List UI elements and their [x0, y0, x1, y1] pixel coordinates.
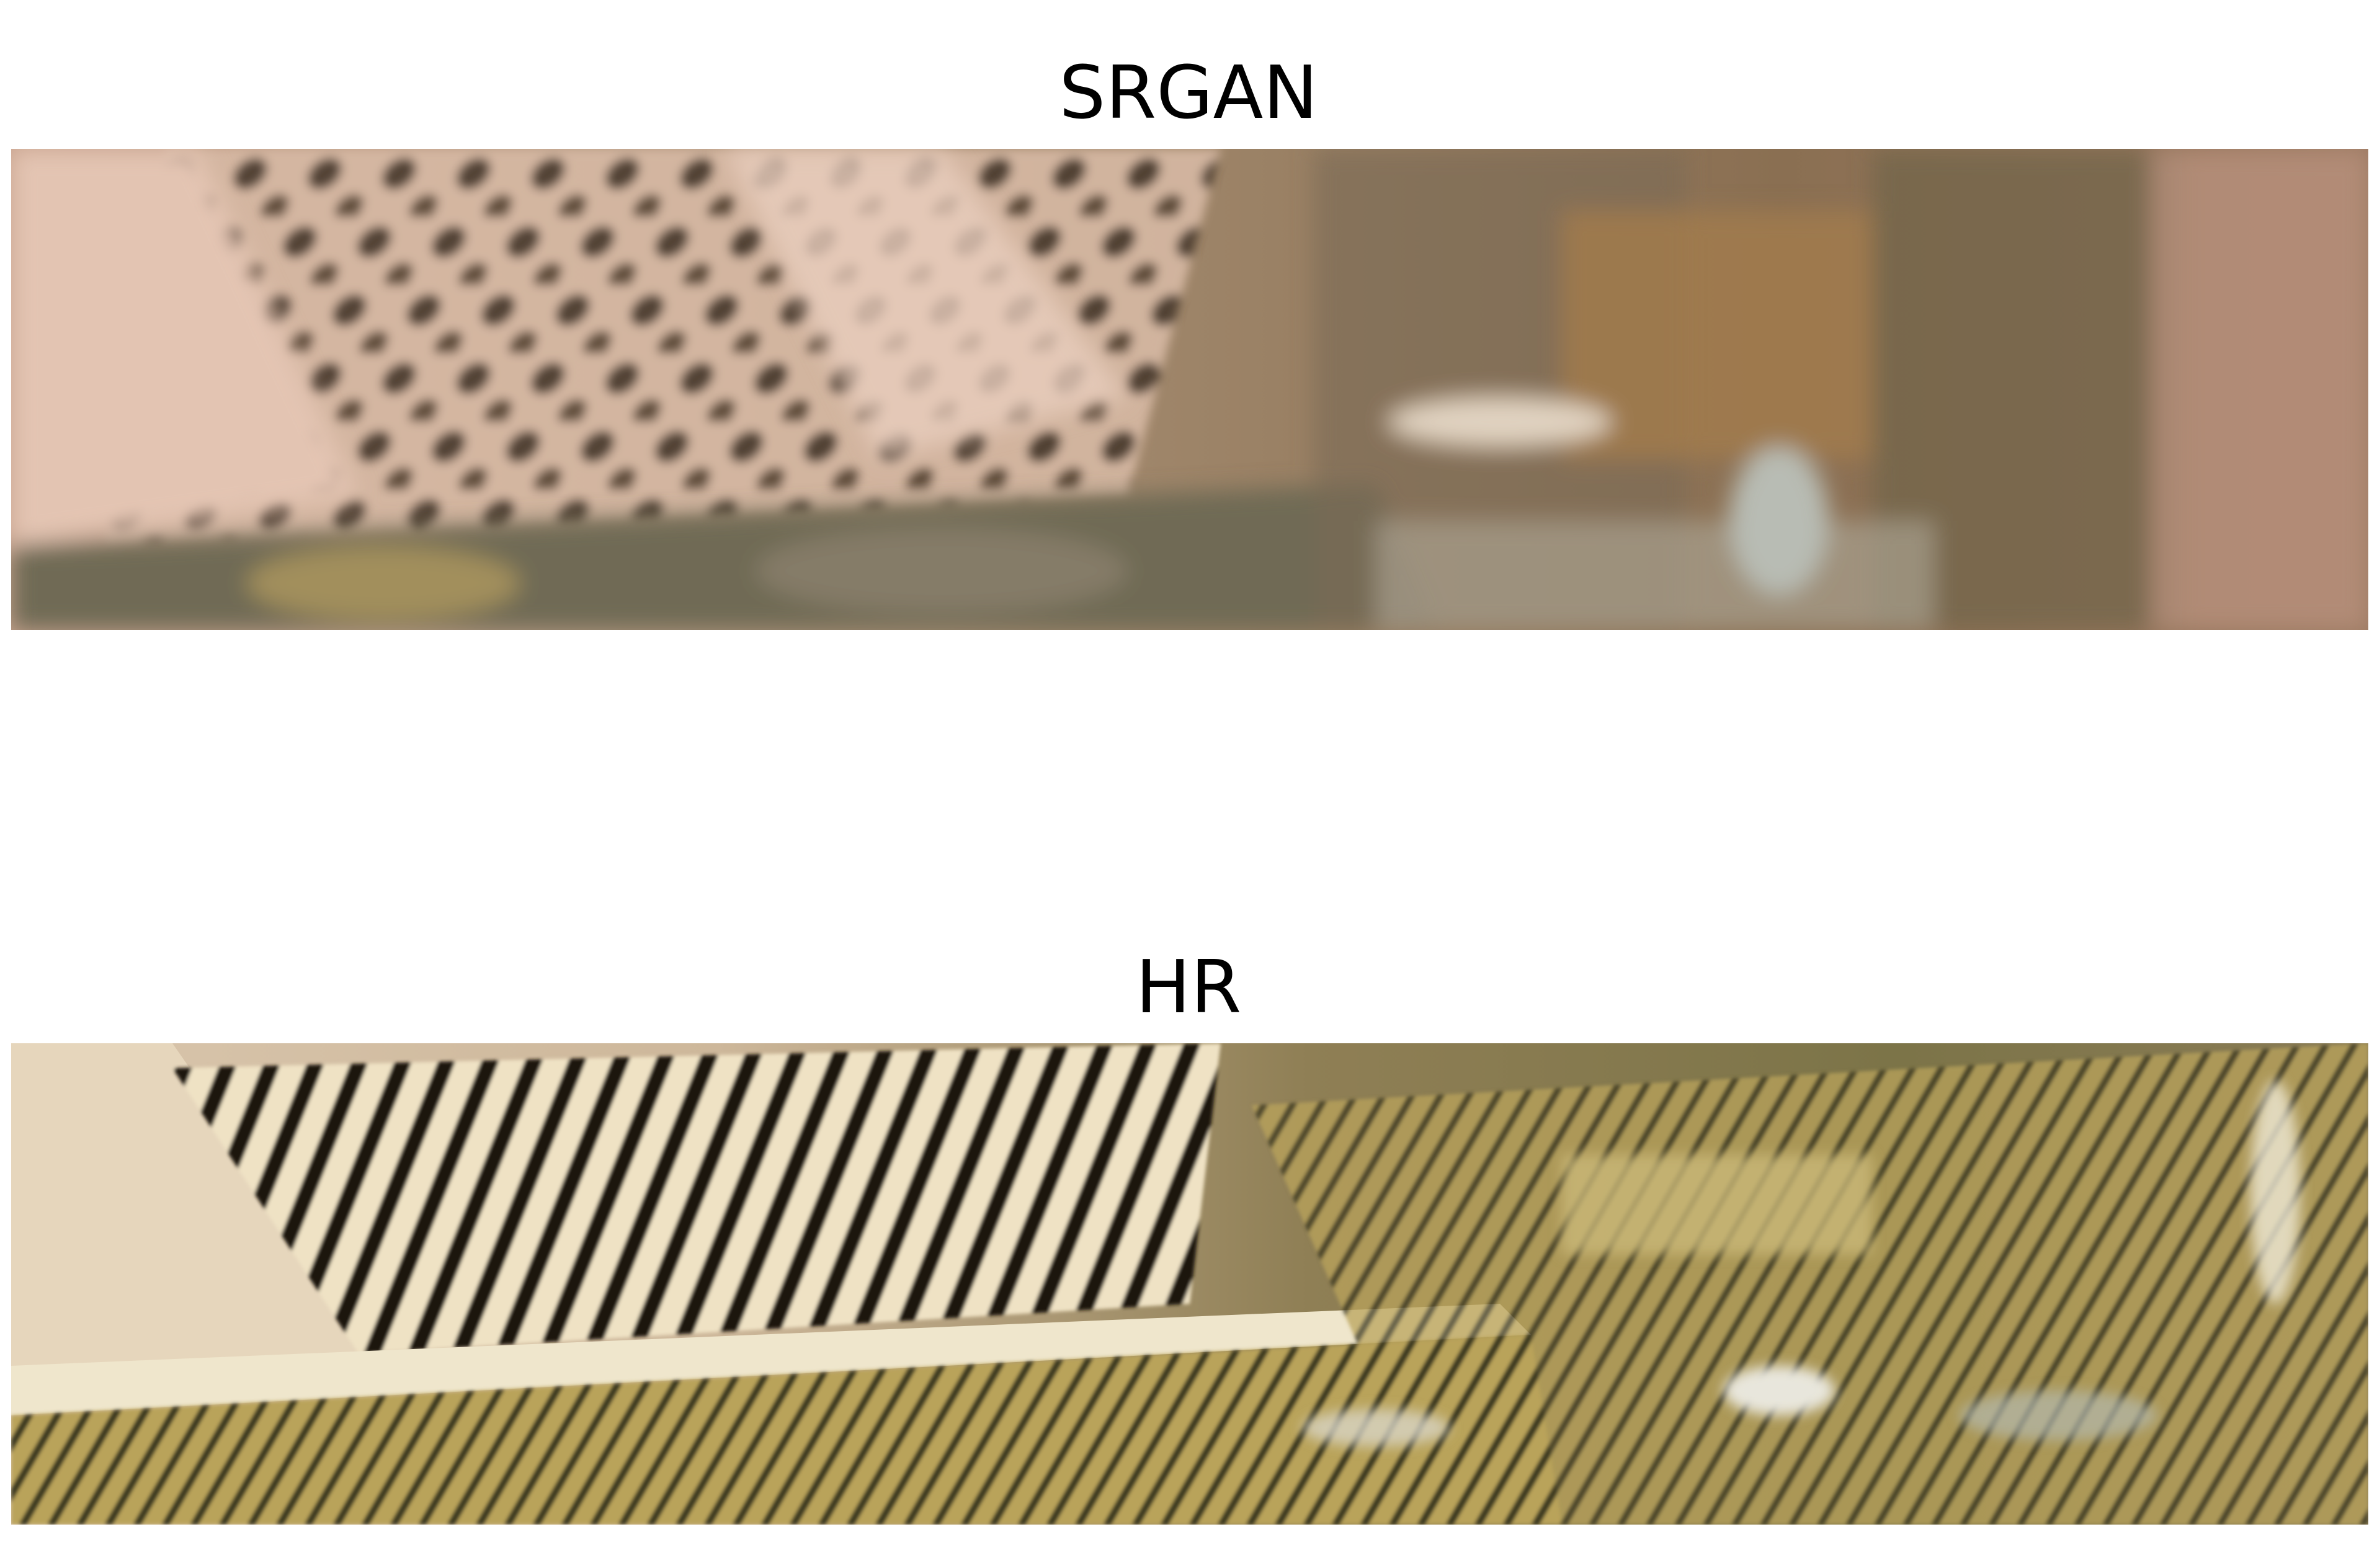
hr-image	[11, 1043, 2368, 1525]
srgan-image	[11, 149, 2368, 630]
hr-title: HR	[1135, 944, 1242, 1030]
srgan-title: SRGAN	[1059, 50, 1318, 135]
